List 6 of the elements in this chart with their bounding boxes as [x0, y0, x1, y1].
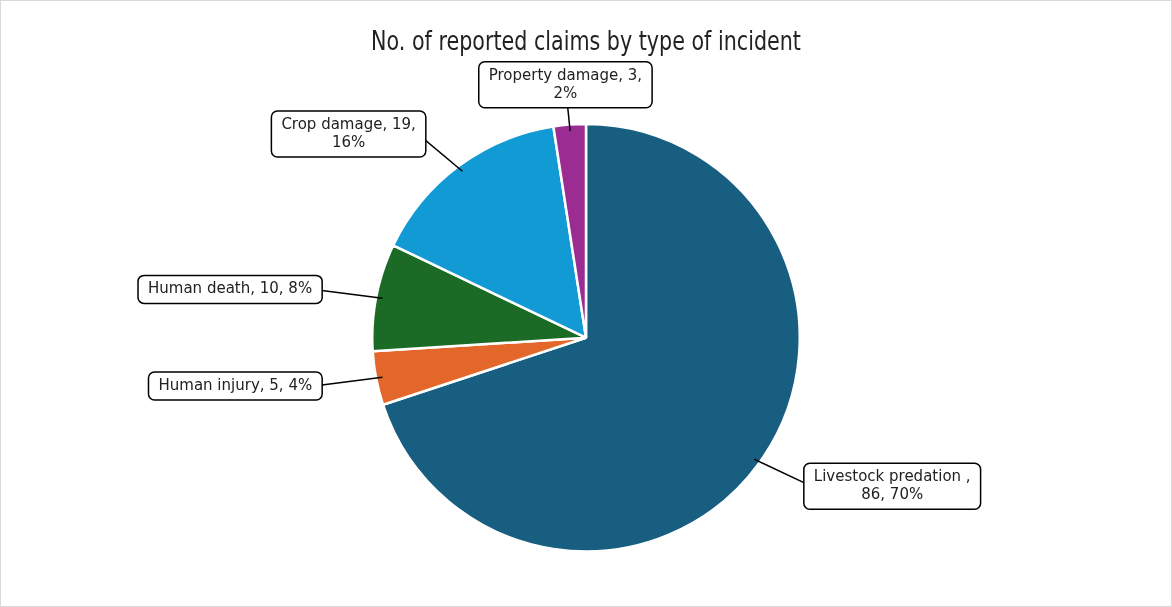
- slice-label: Human death, 10, 8%: [148, 279, 313, 298]
- slice-label: Livestock predation , 86, 70%: [813, 467, 971, 504]
- slice-label: Human injury, 5, 4%: [158, 375, 313, 394]
- chart-title: No. of reported claims by type of incident: [371, 25, 801, 57]
- slice-label: Crop damage, 19, 16%: [281, 114, 416, 151]
- slice-label: Property damage, 3, 2%: [488, 65, 643, 102]
